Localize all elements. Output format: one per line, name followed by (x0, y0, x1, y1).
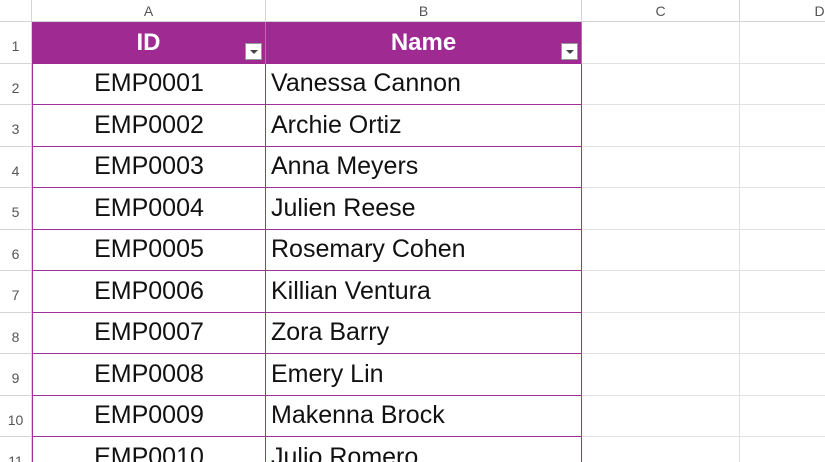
cell[interactable] (740, 396, 825, 437)
table-header[interactable]: Name (266, 22, 582, 64)
name-cell[interactable]: Killian Ventura (266, 271, 582, 313)
id-cell[interactable]: EMP0006 (32, 271, 266, 313)
cell[interactable] (582, 105, 740, 147)
row-header[interactable]: 5 (0, 188, 32, 230)
cell[interactable] (740, 271, 825, 313)
id-cell[interactable]: EMP0002 (32, 105, 266, 147)
id-cell[interactable]: EMP0005 (32, 229, 266, 271)
row-header[interactable]: 9 (0, 354, 32, 396)
row-header[interactable]: 11 (0, 437, 32, 462)
cell[interactable] (582, 271, 740, 313)
id-cell[interactable]: EMP0010 (32, 437, 266, 462)
column-header[interactable]: C (582, 0, 740, 22)
cell[interactable] (740, 64, 825, 105)
column-header[interactable]: D (740, 0, 825, 22)
name-cell[interactable]: Zora Barry (266, 312, 582, 354)
id-cell[interactable]: EMP0008 (32, 354, 266, 396)
cell[interactable] (740, 22, 825, 64)
column-header[interactable]: B (266, 0, 582, 22)
cell[interactable] (740, 313, 825, 354)
name-cell[interactable]: Anna Meyers (266, 146, 582, 188)
cell[interactable] (582, 354, 740, 396)
cell[interactable] (740, 437, 825, 462)
row-header[interactable]: 10 (0, 395, 32, 437)
cell[interactable] (582, 395, 740, 437)
cell[interactable] (740, 354, 825, 396)
id-cell[interactable]: EMP0001 (32, 63, 266, 105)
id-cell[interactable]: EMP0003 (32, 146, 266, 188)
cell[interactable] (582, 312, 740, 354)
cell[interactable] (582, 229, 740, 271)
id-cell[interactable]: EMP0007 (32, 312, 266, 354)
name-cell[interactable]: Rosemary Cohen (266, 229, 582, 271)
name-cell[interactable]: Emery Lin (266, 354, 582, 396)
row-header[interactable]: 3 (0, 105, 32, 147)
filter-button[interactable] (561, 43, 578, 60)
name-cell[interactable]: Makenna Brock (266, 395, 582, 437)
filter-button[interactable] (245, 43, 262, 60)
cell[interactable] (740, 188, 825, 230)
id-cell[interactable]: EMP0004 (32, 188, 266, 230)
row-header[interactable]: 4 (0, 146, 32, 188)
id-cell[interactable]: EMP0009 (32, 395, 266, 437)
cell[interactable] (740, 147, 825, 188)
row-header[interactable]: 1 (0, 22, 32, 64)
column-header[interactable]: A (32, 0, 266, 22)
row-header[interactable]: 6 (0, 229, 32, 271)
table-header[interactable]: ID (32, 22, 266, 64)
cell[interactable] (582, 188, 740, 230)
cell[interactable] (740, 230, 825, 271)
cell[interactable] (582, 22, 740, 64)
name-cell[interactable]: Julien Reese (266, 188, 582, 230)
name-cell[interactable]: Julio Romero (266, 437, 582, 462)
name-cell[interactable]: Archie Ortiz (266, 105, 582, 147)
cell[interactable] (740, 105, 825, 147)
select-all[interactable] (0, 0, 32, 22)
cell[interactable] (582, 437, 740, 462)
row-header[interactable]: 8 (0, 312, 32, 354)
row-header[interactable]: 2 (0, 63, 32, 105)
cell[interactable] (582, 63, 740, 105)
cell[interactable] (582, 146, 740, 188)
name-cell[interactable]: Vanessa Cannon (266, 63, 582, 105)
row-header[interactable]: 7 (0, 271, 32, 313)
